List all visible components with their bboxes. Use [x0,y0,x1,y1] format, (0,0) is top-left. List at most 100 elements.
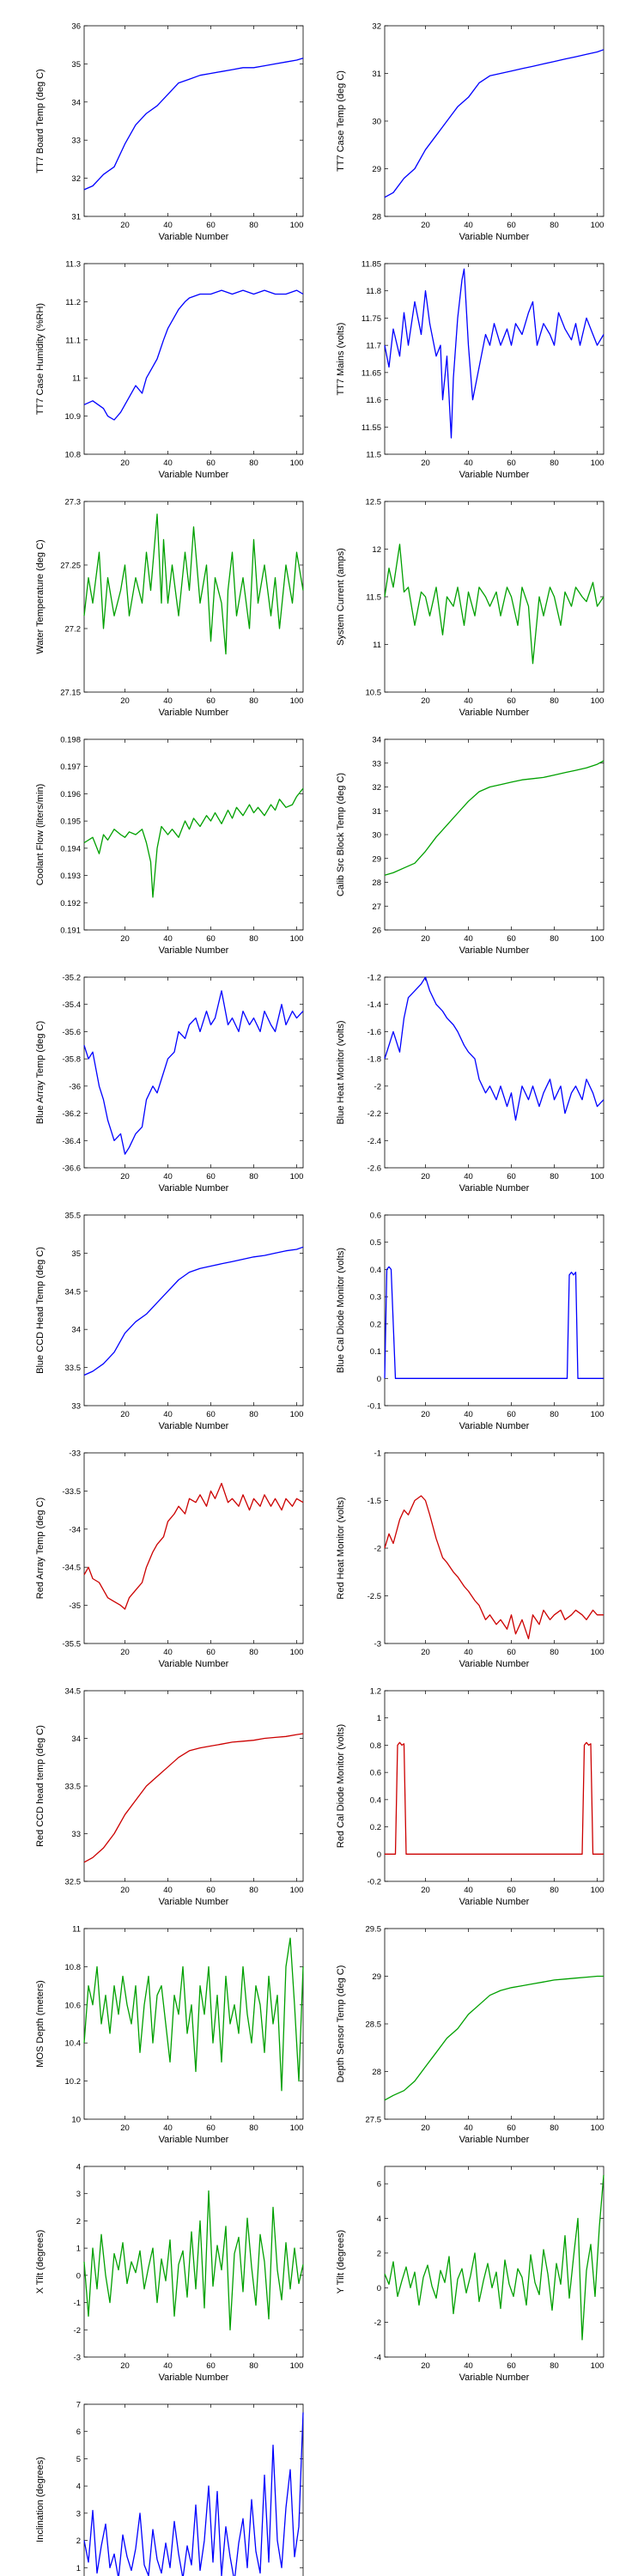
chart-19: -3 -2 -1 0 1 2 3 4 20 40 60 80 100 Variable Number X T… [35,2163,304,2383]
y-tick-label: -35.2 [62,974,81,983]
series-line [83,513,304,655]
y-tick-label: 35 [71,60,81,70]
series-line [384,760,605,876]
series-line [83,2190,304,2330]
y-tick-label: 10 [71,2116,81,2125]
y-tick-label: 34 [372,736,381,745]
chart-14: -3 -2.5 -2 -1.5 -1 20 40 60 80 100 Variable Number… [336,1449,604,1670]
x-tick-label: 80 [249,1172,258,1182]
y-tick-label: -34 [69,1525,81,1534]
x-tick-label: 80 [550,934,559,944]
x-tick-label: 100 [591,1410,605,1419]
y-tick-label: 0.196 [60,790,81,799]
y-tick-label: 7 [76,2401,81,2410]
y-tick-label: 27.25 [60,562,81,571]
x-tick-label: 40 [464,459,473,468]
y-tick-label: 11.5 [366,451,381,460]
x-tick-label: 80 [249,2123,258,2133]
y-tick-label: 33 [71,1402,81,1412]
y-tick-label: 4 [76,2163,81,2172]
x-tick-label: 60 [206,1886,216,1895]
x-tick-label: 20 [421,696,430,706]
chart-20: -4 -2 0 2 4 6 20 40 60 80 100 Variable Number Y Tilt… [336,2166,605,2383]
x-axis-title: Variable Number [459,1183,530,1194]
x-tick-label: 20 [120,459,130,468]
y-tick-label: 11.7 [366,342,381,351]
y-tick-label: 31 [372,807,381,817]
y-tick-label: 11 [72,1925,81,1935]
x-tick-label: 20 [421,2361,430,2371]
y-tick-label: 11.8 [366,287,381,296]
y-tick-label: 6 [76,2427,81,2437]
x-axis-title: Variable Number [459,1421,530,1431]
chart-15: 32.5 33 33.5 34 34.5 20 40 60 80 100 Variable Numb… [35,1687,303,1908]
y-tick-label: 12.5 [366,498,382,507]
y-tick-label: 0.2 [370,1320,381,1329]
x-tick-label: 20 [120,221,130,230]
chart-16: -0.2 0 0.2 0.4 0.6 0.8 1 1.2 20 40 60 80 100 Variable… [336,1687,604,1908]
y-tick-label: -2.5 [368,1592,381,1601]
y-tick-label: 0 [377,2284,381,2293]
y-axis-title: Red Array Temp (deg C) [35,1498,46,1599]
series-line [83,2412,304,2576]
x-tick-label: 40 [163,459,173,468]
y-tick-label: 28 [372,2068,381,2077]
y-tick-label: -36.4 [62,1137,81,1146]
y-tick-label: -33 [69,1449,81,1459]
y-tick-label: 29.5 [366,1925,382,1935]
y-axis-title: TT7 Case Humidity (%RH) [35,303,46,415]
y-tick-label: 2 [76,2217,81,2227]
x-tick-label: 40 [163,1648,173,1657]
x-axis-title: Variable Number [459,470,530,480]
y-axis-title: X Tilt (degrees) [35,2230,46,2294]
x-tick-label: 20 [421,1648,430,1657]
chart-2: 28 29 30 31 32 20 40 60 80 100 Variable Number TT7 … [336,22,604,243]
x-axis-title: Variable Number [159,2372,229,2383]
x-tick-label: 60 [206,1172,216,1182]
x-tick-label: 20 [120,1886,130,1895]
y-tick-label: 11 [72,374,81,384]
x-tick-label: 20 [120,1172,130,1182]
x-tick-label: 60 [507,221,516,230]
y-tick-label: 34 [71,98,81,107]
plot-frame [384,1214,605,1406]
y-axis-title: Red Cal Diode Monitor (volts) [336,1724,346,1848]
y-tick-label: 10.2 [65,2077,82,2087]
plot-frame [384,1928,605,2120]
y-tick-label: 10.5 [366,689,382,698]
y-tick-label: 0.2 [370,1823,381,1832]
y-tick-label: 0.198 [60,736,81,745]
y-tick-label: 0.5 [370,1238,381,1248]
series-line [83,1937,304,2092]
y-tick-label: 33 [372,759,381,769]
y-tick-label: 27.3 [65,498,82,507]
plot-frame [83,976,304,1169]
x-tick-label: 100 [290,459,304,468]
plot-frame [83,501,304,693]
x-tick-label: 40 [464,2361,473,2371]
series-line [384,1266,604,1379]
x-tick-label: 20 [421,221,430,230]
x-tick-label: 20 [421,2123,430,2133]
y-tick-label: 33.5 [65,1364,82,1373]
y-tick-label: 36 [71,22,81,32]
chart-10: -2.6 -2.4 -2.2 -2 -1.8 -1.6 -1.4 -1.2 20 40 60 80 10… [336,974,605,1194]
x-tick-label: 60 [507,934,516,944]
y-tick-label: 0.1 [370,1347,381,1357]
y-tick-label: -1.5 [368,1497,381,1506]
x-tick-label: 40 [464,2123,473,2133]
y-tick-label: -1.8 [368,1055,381,1065]
plot-frame [83,1928,304,2120]
series-line [384,1975,604,2101]
chart-7: 0.191 0.192 0.193 0.194 0.195 0.196 0.197 0.198… [35,736,304,956]
plot-frame [83,263,304,455]
x-tick-label: 100 [290,1410,304,1419]
y-tick-label: 35.5 [65,1212,82,1221]
x-tick-label: 60 [507,1410,516,1419]
y-axis-title: Blue Array Temp (deg C) [35,1021,46,1124]
y-tick-label: -2.6 [368,1164,381,1174]
y-tick-label: 28.5 [366,2020,382,2030]
y-tick-label: -0.2 [368,1878,381,1887]
series-line [83,787,304,898]
y-tick-label: 27.5 [366,2116,382,2125]
